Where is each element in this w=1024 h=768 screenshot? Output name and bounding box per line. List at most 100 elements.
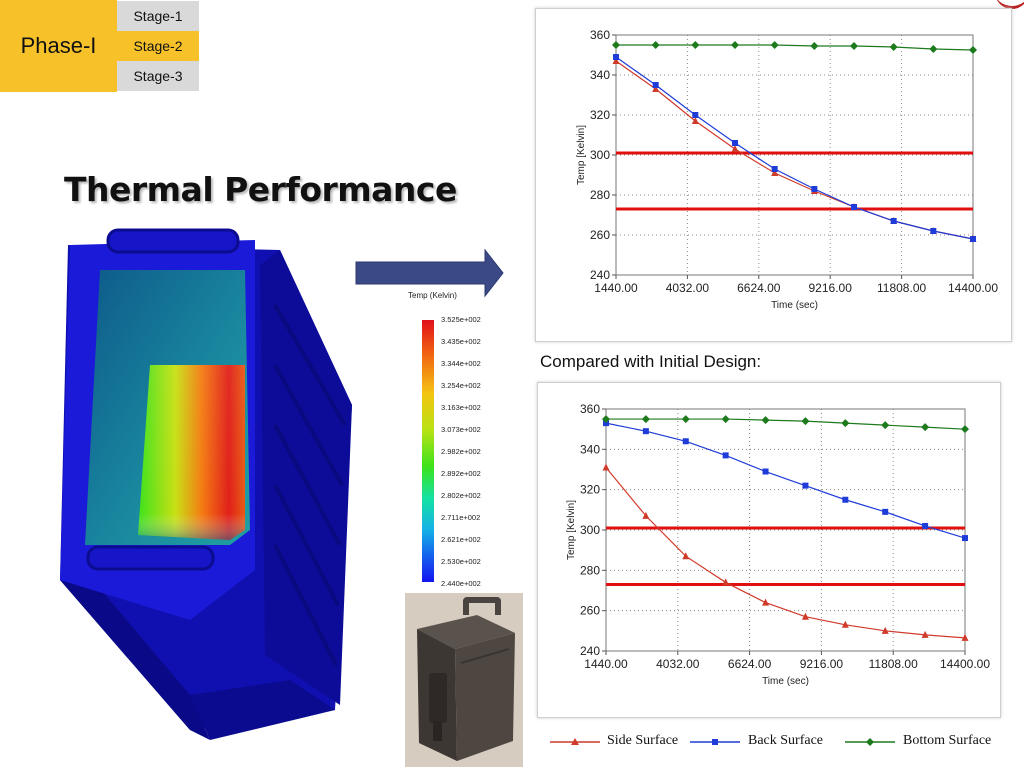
stage-3-tab[interactable]: Stage-3 xyxy=(117,61,199,91)
data-point xyxy=(682,552,690,560)
y-tick-label: 340 xyxy=(580,442,600,456)
data-point xyxy=(692,112,699,118)
plot-area xyxy=(605,408,966,652)
data-point xyxy=(642,511,650,519)
data-point xyxy=(889,43,898,51)
x-tick-label: 6624.00 xyxy=(728,657,772,671)
x-tick-label: 9216.00 xyxy=(809,281,853,295)
y-tick-label: 280 xyxy=(590,188,610,202)
data-point xyxy=(930,228,937,234)
data-point xyxy=(969,46,977,54)
data-point xyxy=(881,421,890,430)
x-tick-label: 1440.00 xyxy=(594,281,638,295)
data-point xyxy=(962,535,968,542)
data-point xyxy=(801,417,810,426)
stage-1-tab[interactable]: Stage-1 xyxy=(117,1,199,31)
data-point xyxy=(841,419,850,428)
data-point xyxy=(811,186,818,192)
temperature-colorbar: Temp (Kelvin) 3.525e+002 3.435e+002 3.34… xyxy=(400,288,500,593)
data-point xyxy=(721,415,730,424)
data-point xyxy=(722,452,729,459)
y-tick-label: 320 xyxy=(590,108,610,122)
data-point xyxy=(922,522,929,529)
data-point xyxy=(851,204,857,210)
chart-initial-design: 240 260 280 300 320 340 360 1440.00 4032.00 6624.… xyxy=(537,382,1001,718)
legend-bottom-label: Bottom Surface xyxy=(903,733,992,748)
compared-caption: Compared with Initial Design: xyxy=(540,352,762,371)
data-point xyxy=(970,236,976,242)
x-tick-label: 4032.00 xyxy=(656,657,700,671)
plot-area xyxy=(615,34,974,276)
x-axis-title: Time (sec) xyxy=(762,676,809,687)
legend-side-marker xyxy=(571,738,579,745)
logo-icon xyxy=(995,0,1024,9)
x-tick-label: 6624.00 xyxy=(737,281,781,295)
colorbar-tick: 3.435e+002 xyxy=(441,337,481,346)
x-tick-label: 4032.00 xyxy=(666,281,710,295)
data-point xyxy=(652,85,660,92)
data-point xyxy=(691,117,699,124)
y-axis-title: Temp [Kelvin] xyxy=(566,500,577,560)
data-point xyxy=(681,415,690,424)
data-point xyxy=(612,41,620,49)
series-line xyxy=(615,56,974,240)
series-line xyxy=(606,418,966,430)
legend-side-label: Side Surface xyxy=(607,733,679,748)
colorbar-tick: 2.892e+002 xyxy=(441,469,481,478)
data-point xyxy=(961,633,969,641)
colorbar-tick: 3.344e+002 xyxy=(441,359,481,368)
colorbar-gradient xyxy=(422,320,434,582)
legend-back-label: Back Surface xyxy=(748,733,824,748)
data-point xyxy=(761,416,770,425)
x-tick-label: 14400.00 xyxy=(948,281,998,295)
chart-legend: Side Surface Back Surface Bottom Surface xyxy=(545,730,1005,756)
legend-bottom-marker xyxy=(866,738,874,746)
data-point xyxy=(850,42,858,50)
data-point xyxy=(602,463,610,471)
arrow-right-icon xyxy=(355,248,504,298)
colorbar-tick: 2.440e+002 xyxy=(441,579,481,588)
data-point xyxy=(732,140,738,146)
y-tick-label: 240 xyxy=(590,268,610,282)
colorbar-title: Temp (Kelvin) xyxy=(408,291,457,300)
colorbar-tick: 3.163e+002 xyxy=(441,403,481,412)
legend-back-marker xyxy=(712,739,718,745)
data-point xyxy=(881,626,889,634)
y-tick-label: 300 xyxy=(590,148,610,162)
data-point xyxy=(642,428,649,435)
colorbar-tick: 2.711e+002 xyxy=(441,513,481,522)
page-title: Thermal Performance xyxy=(64,170,457,209)
thermal-model-image xyxy=(60,228,352,740)
data-point xyxy=(890,218,897,224)
colorbar-tick: 2.982e+002 xyxy=(441,447,481,456)
y-tick-label: 300 xyxy=(580,523,600,537)
data-point xyxy=(612,57,620,64)
x-tick-label: 14400.00 xyxy=(940,657,990,671)
stage-2-tab[interactable]: Stage-2 xyxy=(117,31,199,61)
data-point xyxy=(961,425,969,434)
chart-current-design: 240 260 280 300 320 340 360 1440.00 4032.00 6624.… xyxy=(535,8,1012,342)
x-tick-label: 1440.00 xyxy=(584,657,628,671)
product-photo xyxy=(405,593,523,767)
y-tick-label: 340 xyxy=(590,68,610,82)
x-axis-title: Time (sec) xyxy=(771,300,818,311)
data-point xyxy=(771,166,778,172)
data-point xyxy=(921,630,929,638)
data-point xyxy=(841,620,849,628)
x-tick-label: 9216.00 xyxy=(800,657,844,671)
colorbar-tick: 3.254e+002 xyxy=(441,381,481,390)
x-tick-label: 11808.00 xyxy=(877,281,926,295)
chart-initial-design-svg: 240 260 280 300 320 340 360 1440.00 4032.00 6624.… xyxy=(566,402,990,687)
colorbar-tick: 2.621e+002 xyxy=(441,535,481,544)
y-tick-label: 260 xyxy=(590,228,610,242)
y-tick-label: 360 xyxy=(580,402,600,416)
data-point xyxy=(652,82,659,88)
data-point xyxy=(602,415,610,424)
data-point xyxy=(762,598,770,606)
data-point xyxy=(762,468,769,475)
data-point xyxy=(802,482,809,489)
phase-label: Phase-I xyxy=(0,0,117,92)
chart-current-design-svg: 240 260 280 300 320 340 360 1440.00 4032.00 6624.… xyxy=(576,28,998,311)
data-point xyxy=(842,496,849,503)
data-point xyxy=(682,438,689,445)
